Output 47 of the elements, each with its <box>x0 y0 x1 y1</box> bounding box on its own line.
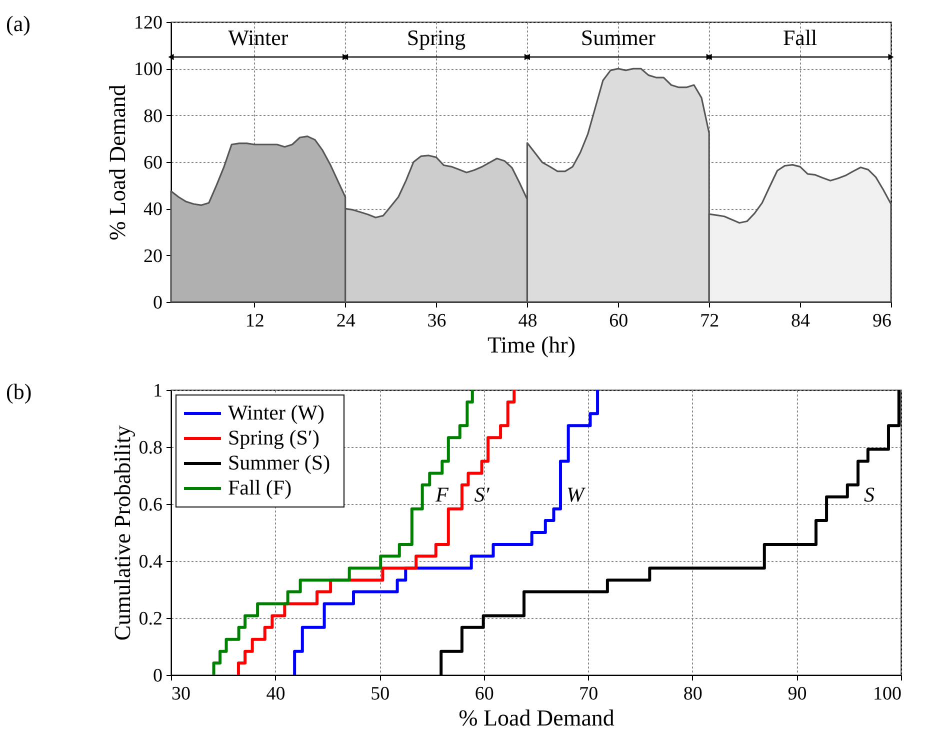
x-tick-label: 100 <box>873 684 902 704</box>
x-tick-label: 24 <box>336 310 356 332</box>
legend-label: Summer (S) <box>228 450 330 474</box>
annotation: Summer <box>580 25 656 50</box>
x-tick-label: 90 <box>788 684 807 704</box>
annotation: Winter <box>228 25 289 50</box>
x-tick-label: 96 <box>872 310 892 332</box>
legend-label: Winter (W) <box>228 400 325 424</box>
legend-label: Fall (F) <box>228 476 292 500</box>
text: (b) <box>6 379 32 404</box>
y-tick-label: 120 <box>134 12 162 34</box>
annotation: S′ <box>474 482 490 506</box>
x-tick-label: 40 <box>266 684 286 704</box>
x-tick-label: 84 <box>791 310 811 332</box>
y-tick-label: 20 <box>144 246 162 267</box>
y-tick-label: 0.2 <box>138 608 162 630</box>
x-tick-label: 72 <box>700 310 720 332</box>
x-tick-label: 80 <box>683 684 702 704</box>
x-tick-label: 36 <box>427 310 446 332</box>
annotation: Fall <box>782 25 818 50</box>
y-axis-title: Cumulative Probability <box>110 424 135 641</box>
y-tick-label: 0 <box>153 292 162 314</box>
x-tick-label: 60 <box>474 684 494 704</box>
annotation: Spring <box>406 25 466 50</box>
y-tick-label: 100 <box>134 59 162 80</box>
x-axis-title: % Load Demand <box>458 706 615 730</box>
annotation: S <box>864 482 876 506</box>
y-axis-title: % Load Demand <box>105 84 130 240</box>
y-tick-label: 1 <box>153 380 162 402</box>
y-tick-label: 0.4 <box>138 552 163 572</box>
x-tick-label: 30 <box>172 684 190 704</box>
legend-label: Spring (S′) <box>228 426 320 450</box>
y-tick-label: 80 <box>144 106 162 127</box>
y-tick-label: 0.6 <box>138 494 162 516</box>
y-tick-label: 0 <box>153 666 162 686</box>
x-tick-label: 70 <box>579 684 598 704</box>
y-tick-label: 40 <box>144 199 162 220</box>
x-tick-label: 60 <box>609 310 628 332</box>
annotation: F <box>434 482 449 506</box>
text: (a) <box>6 11 30 36</box>
y-tick-label: 0.8 <box>138 438 162 458</box>
x-axis-title: Time (hr) <box>488 332 576 358</box>
x-tick-label: 48 <box>518 310 538 332</box>
y-tick-label: 60 <box>144 152 162 174</box>
x-tick-label: 12 <box>245 310 264 332</box>
annotation: W <box>566 482 587 506</box>
x-tick-label: 50 <box>370 684 390 704</box>
